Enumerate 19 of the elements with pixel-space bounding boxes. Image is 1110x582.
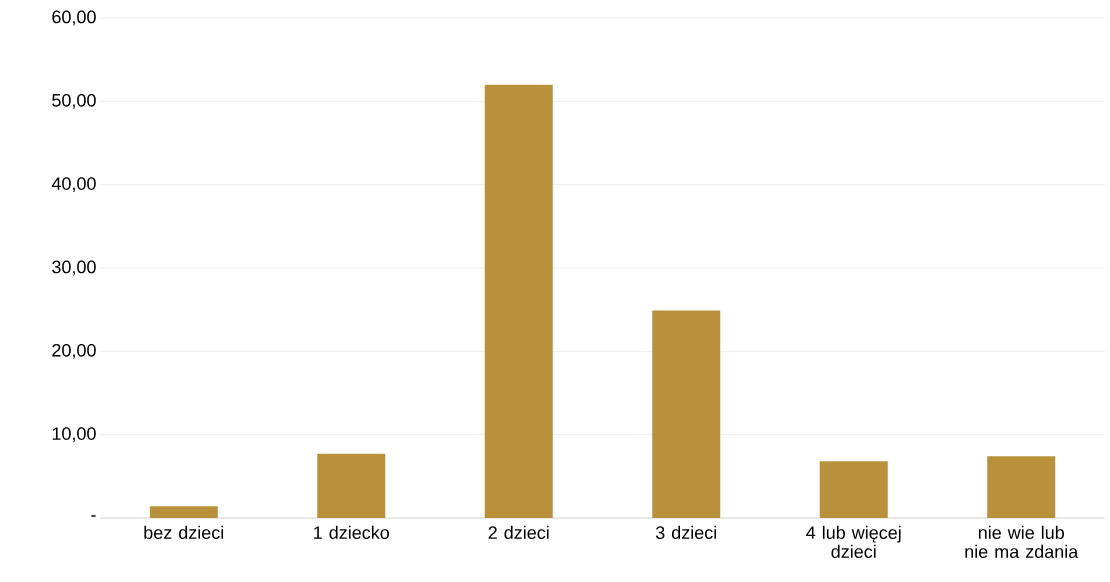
bar xyxy=(317,453,386,518)
bar xyxy=(987,456,1056,518)
y-tick-label: 30,00 xyxy=(52,260,96,276)
y-tick-label: 10,00 xyxy=(52,427,96,443)
bar xyxy=(484,84,553,518)
x-tick-label: bez dzieci xyxy=(144,525,224,540)
x-tick-label: nie wie lub nie ma zdania xyxy=(965,525,1079,559)
x-tick-label: 4 lub więcej dzieci xyxy=(806,525,901,559)
bar xyxy=(819,461,888,518)
y-tick-label: 60,00 xyxy=(52,10,96,26)
y-tick-label: - xyxy=(91,515,96,517)
bar xyxy=(149,506,218,518)
x-tick-label: 2 dzieci xyxy=(488,525,549,540)
x-tick-label: 3 dzieci xyxy=(655,525,717,540)
x-tick-label: 1 dziecko xyxy=(314,525,389,540)
y-tick-label: 40,00 xyxy=(51,177,96,193)
bar xyxy=(652,310,721,518)
y-tick-label: 20,00 xyxy=(52,343,96,359)
y-tick-label: 50,00 xyxy=(52,93,96,109)
